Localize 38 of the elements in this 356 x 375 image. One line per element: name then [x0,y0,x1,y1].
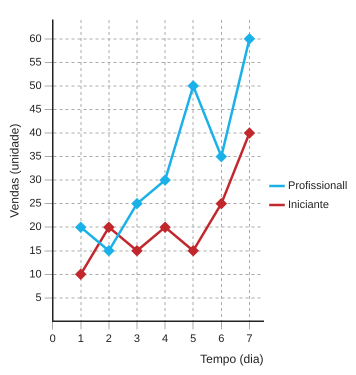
legend-label: Iniciante [288,199,329,212]
point [104,222,114,232]
point [104,246,114,256]
x-axis-title: Tempo (dia) [200,352,264,366]
x-tick-label: 7 [246,333,253,346]
x-tick-label: 2 [106,333,112,346]
y-tick-label: 50 [29,80,42,92]
legend-label: Profissionall [288,180,348,192]
y-axis-title: Vendas (unidade) [8,124,22,218]
point [244,34,255,44]
point [160,174,170,186]
x-tick-label: 4 [162,333,168,346]
x-tick-label: 3 [134,333,140,346]
y-tick-label: 30 [29,174,42,186]
x-tick-label: 0 [50,333,56,346]
y-tick-label: 35 [29,150,42,163]
point [188,246,198,256]
y-tick-label: 15 [29,244,42,257]
x-tick-label: 1 [78,333,84,346]
x-tick-label: 5 [190,333,196,346]
y-tick-label: 10 [29,268,42,280]
y-tick-label: 40 [29,127,42,140]
point [76,269,86,280]
point [160,222,170,232]
y-tick-label: 45 [29,104,42,116]
point [216,151,227,162]
point [76,222,86,232]
x-tick-label: 6 [218,333,224,346]
y-tick-label: 5 [36,292,42,304]
point [132,198,142,209]
point [188,80,198,92]
point [244,128,255,138]
y-tick-label: 20 [29,221,42,234]
y-tick-label: 25 [29,198,42,210]
y-tick-label: 55 [29,56,42,68]
y-tick-label: 60 [29,32,42,45]
point [216,198,227,209]
point [132,246,142,256]
